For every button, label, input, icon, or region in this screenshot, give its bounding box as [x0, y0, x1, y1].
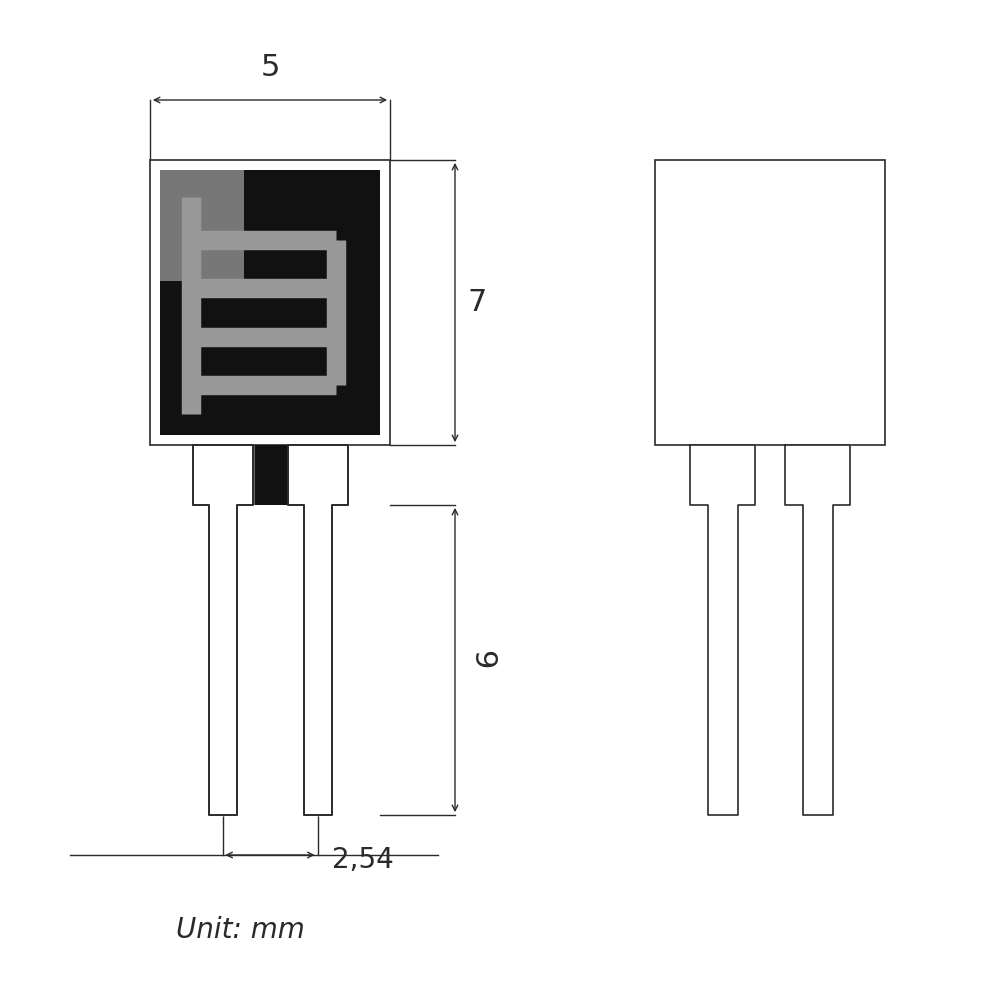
- Text: 9: 9: [467, 650, 496, 670]
- Polygon shape: [785, 445, 850, 815]
- Text: 7: 7: [467, 288, 486, 317]
- Bar: [160, 170, 380, 435]
- Text: 5: 5: [260, 53, 280, 82]
- Bar: [655, 160, 885, 445]
- Bar: [150, 160, 390, 445]
- Polygon shape: [192, 445, 252, 815]
- Text: Unit: mm: Unit: mm: [176, 916, 304, 944]
- Bar: [160, 170, 244, 281]
- Polygon shape: [192, 445, 252, 815]
- Polygon shape: [288, 445, 348, 815]
- Polygon shape: [288, 445, 348, 815]
- Polygon shape: [690, 445, 755, 815]
- Bar: [192, 445, 348, 505]
- Text: 2,54: 2,54: [332, 846, 394, 874]
